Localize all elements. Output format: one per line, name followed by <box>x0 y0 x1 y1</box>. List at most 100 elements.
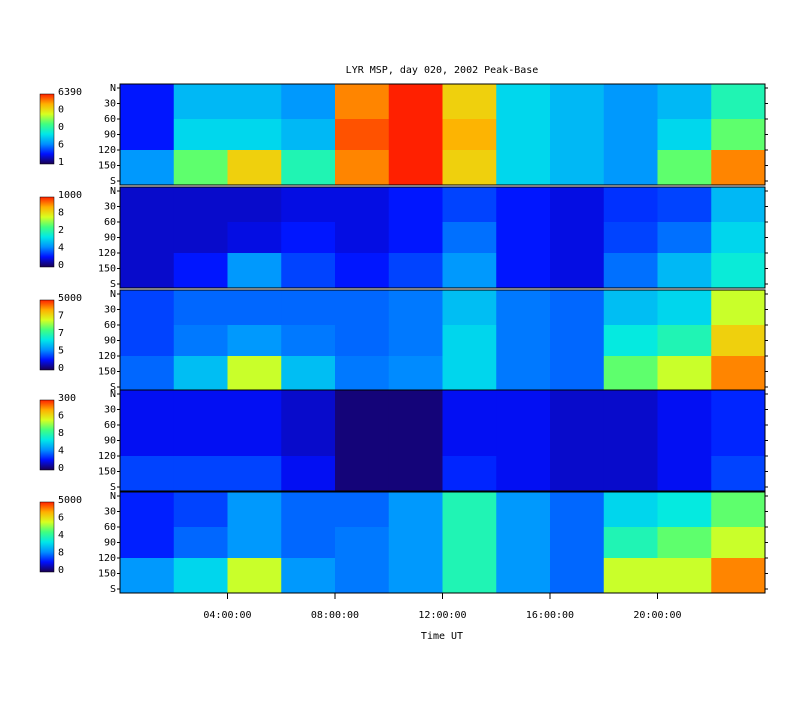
heatmap-cell <box>657 425 712 457</box>
heatmap-cell <box>120 425 175 457</box>
colorbar-label: 0 <box>58 363 64 374</box>
heatmap-cell <box>550 84 605 120</box>
heatmap-cell <box>173 425 228 457</box>
heatmap-cell <box>281 558 336 594</box>
heatmap-cell <box>711 84 766 120</box>
heatmap-cell <box>227 253 282 289</box>
heatmap-cell <box>281 253 336 289</box>
colorbar <box>39 93 55 165</box>
heatmap-cell <box>496 187 551 223</box>
heatmap-cell <box>227 119 282 151</box>
heatmap-cell <box>711 492 766 528</box>
colorbar-label: 0 <box>58 463 64 474</box>
heatmap-cell <box>227 558 282 594</box>
y-tick-label: 150 <box>98 161 116 172</box>
heatmap-cell <box>335 187 390 223</box>
heatmap-cell <box>335 425 390 457</box>
x-tick-label: 08:00:00 <box>311 610 359 621</box>
heatmap-cell <box>550 425 605 457</box>
y-tick-label: 120 <box>98 451 116 462</box>
y-tick-label: 60 <box>104 114 116 125</box>
heatmap-cell <box>173 150 228 186</box>
y-tick-label: 90 <box>104 538 116 549</box>
heatmap-cell <box>120 527 175 559</box>
heatmap-cell <box>603 222 658 254</box>
heatmap-cell <box>550 527 605 559</box>
heatmap-cell <box>335 356 390 392</box>
heatmap-cell <box>173 492 228 528</box>
heatmap-cell <box>603 325 658 357</box>
heatmap-cell <box>711 290 766 326</box>
heatmap-cell <box>711 356 766 392</box>
heatmap-cell <box>120 290 175 326</box>
heatmap-cell <box>442 119 497 151</box>
heatmap-cell <box>335 222 390 254</box>
heatmap-cell <box>711 425 766 457</box>
colorbar-label: 0 <box>58 260 64 271</box>
heatmap-cell <box>227 356 282 392</box>
heatmap-cell <box>173 527 228 559</box>
heatmap-cell <box>550 356 605 392</box>
heatmap-cell <box>603 558 658 594</box>
heatmap-cell <box>442 150 497 186</box>
y-tick-label: 120 <box>98 248 116 259</box>
x-tick-label: 04:00:00 <box>203 610 251 621</box>
heatmap-cell <box>173 187 228 223</box>
heatmap-cell <box>227 290 282 326</box>
heatmap-cell <box>496 492 551 528</box>
heatmap-cell <box>227 325 282 357</box>
heatmap-cell <box>173 456 228 492</box>
heatmap-cell <box>227 527 282 559</box>
heatmap-cell <box>335 150 390 186</box>
heatmap-cell <box>442 390 497 426</box>
y-tick-label: N <box>110 389 116 400</box>
colorbar <box>39 299 55 371</box>
heatmap-cell <box>442 356 497 392</box>
y-tick-label: 150 <box>98 569 116 580</box>
heatmap-cell <box>603 390 658 426</box>
heatmap-cell <box>335 492 390 528</box>
y-tick-label: S <box>110 176 116 187</box>
colorbar-label: 5 <box>58 346 64 357</box>
heatmap-cell <box>603 119 658 151</box>
y-tick-label: 90 <box>104 130 116 141</box>
heatmap-cell <box>657 222 712 254</box>
heatmap-cell <box>550 290 605 326</box>
heatmap-cell <box>603 356 658 392</box>
heatmap-cell <box>227 187 282 223</box>
heatmap-cell <box>603 84 658 120</box>
heatmap-cell <box>281 356 336 392</box>
heatmap-cell <box>550 558 605 594</box>
heatmap-cell <box>550 119 605 151</box>
heatmap-cell <box>335 558 390 594</box>
heatmap-cell <box>711 187 766 223</box>
y-tick-label: 120 <box>98 145 116 156</box>
heatmap-cell <box>496 150 551 186</box>
heatmap-cell <box>550 390 605 426</box>
heatmap-cell <box>335 390 390 426</box>
heatmap-cell <box>442 527 497 559</box>
heatmap-cell <box>603 187 658 223</box>
heatmap-cell <box>657 527 712 559</box>
heatmap-cell <box>550 456 605 492</box>
heatmap-cell <box>335 84 390 120</box>
heatmap-cell <box>388 390 443 426</box>
colorbar-label: 8 <box>58 548 64 559</box>
heatmap-cell <box>227 492 282 528</box>
y-tick-label: 60 <box>104 320 116 331</box>
heatmap-cell <box>496 84 551 120</box>
heatmap-cell <box>388 492 443 528</box>
heatmap-cell <box>173 325 228 357</box>
heatmap-cell <box>657 187 712 223</box>
heatmap-cell <box>442 290 497 326</box>
heatmap-cell <box>603 290 658 326</box>
heatmap-cell <box>281 84 336 120</box>
colorbar-label: 6 <box>58 411 64 422</box>
heatmap-cell <box>173 222 228 254</box>
heatmap-cell <box>120 356 175 392</box>
colorbar-label: 0 <box>58 122 64 133</box>
heatmap-cell <box>227 150 282 186</box>
heatmap-cell <box>281 492 336 528</box>
heatmap-cell <box>711 119 766 151</box>
